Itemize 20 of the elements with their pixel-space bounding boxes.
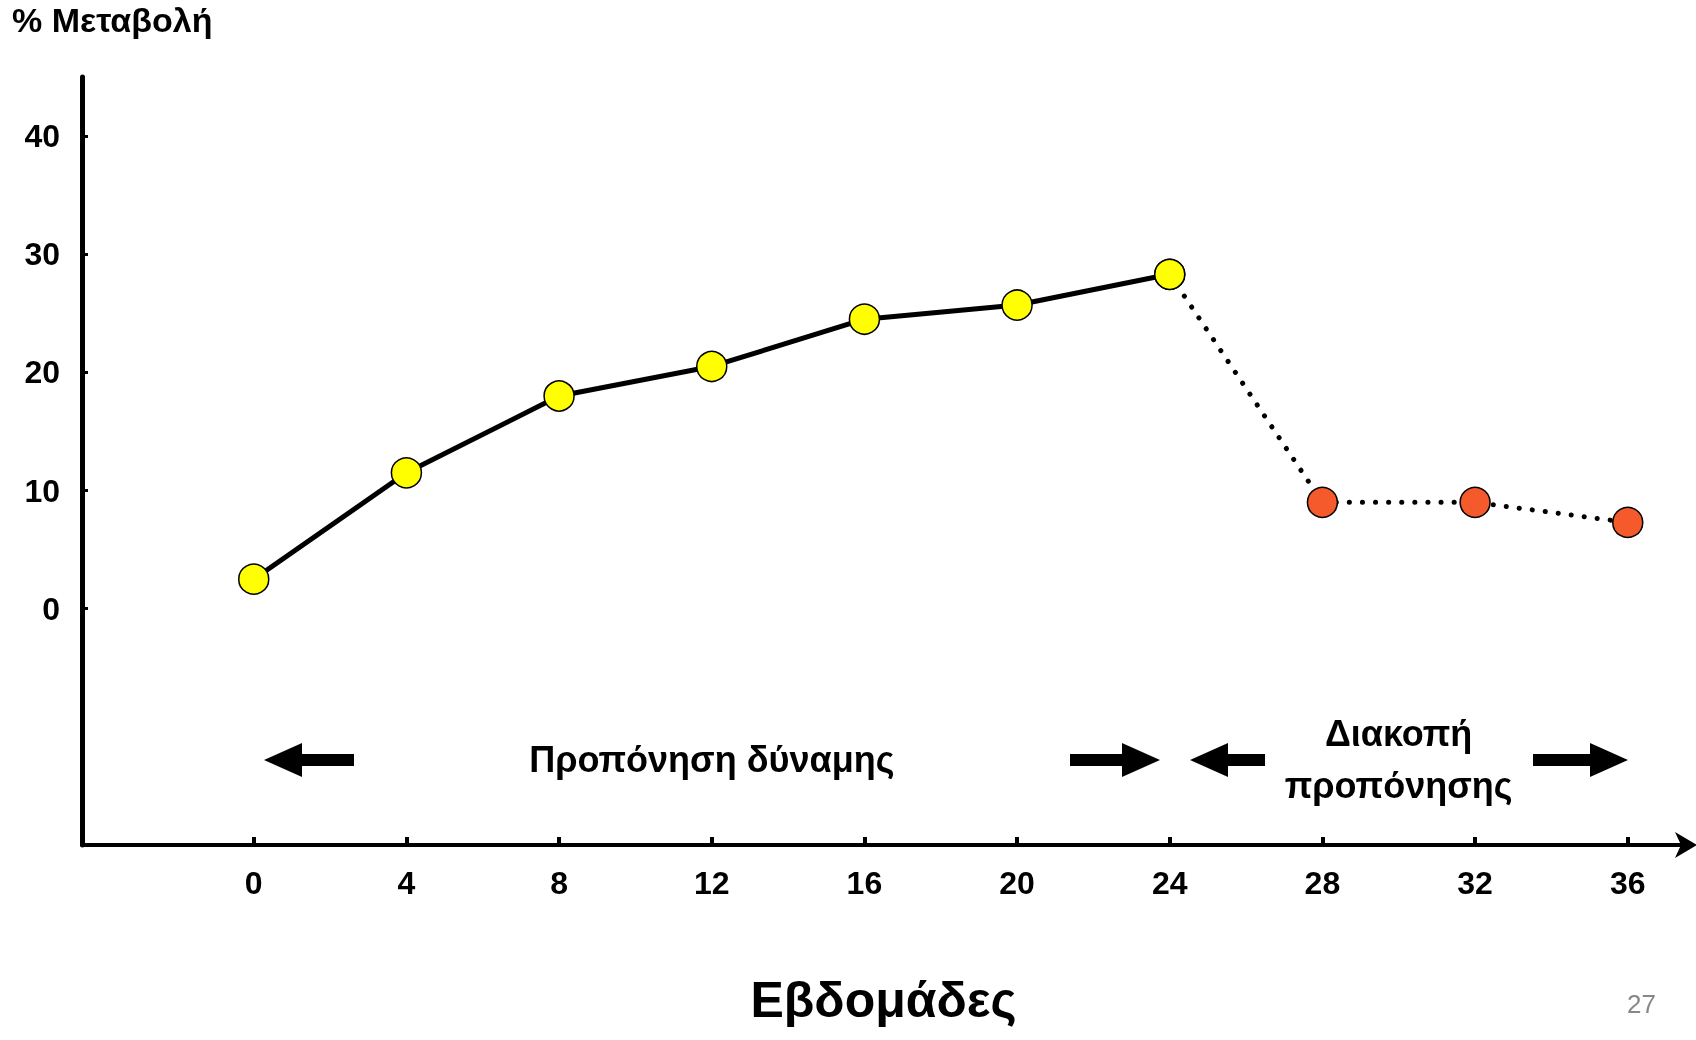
x-tick-label: 8: [550, 865, 568, 901]
x-tick-label: 20: [999, 865, 1035, 901]
x-tick-label: 16: [846, 865, 883, 901]
x-tick-label: 12: [693, 865, 730, 901]
y-tick-label: 30: [24, 236, 60, 273]
x-axis-title: Εβδομάδες: [750, 972, 1017, 1028]
y-tick-label: 10: [24, 472, 60, 509]
annotation: Προπόνηση δύναμης: [529, 737, 895, 782]
y-tick-label: 40: [24, 118, 60, 155]
annotation: Διακοπή προπόνησης: [1284, 711, 1513, 808]
y-axis-title: % Μεταβολή: [12, 1, 213, 39]
x-tick-label: 32: [1457, 865, 1493, 901]
text: 27: [1627, 989, 1656, 1020]
y-tick-label: 0: [42, 590, 60, 627]
x-tick-label: 24: [1151, 865, 1188, 901]
x-tick-label: 36: [1609, 865, 1646, 901]
x-tick-label: 0: [244, 865, 263, 901]
y-tick-label: 20: [24, 354, 60, 391]
x-tick-label: 4: [397, 865, 416, 901]
x-tick-label: 28: [1304, 865, 1341, 901]
